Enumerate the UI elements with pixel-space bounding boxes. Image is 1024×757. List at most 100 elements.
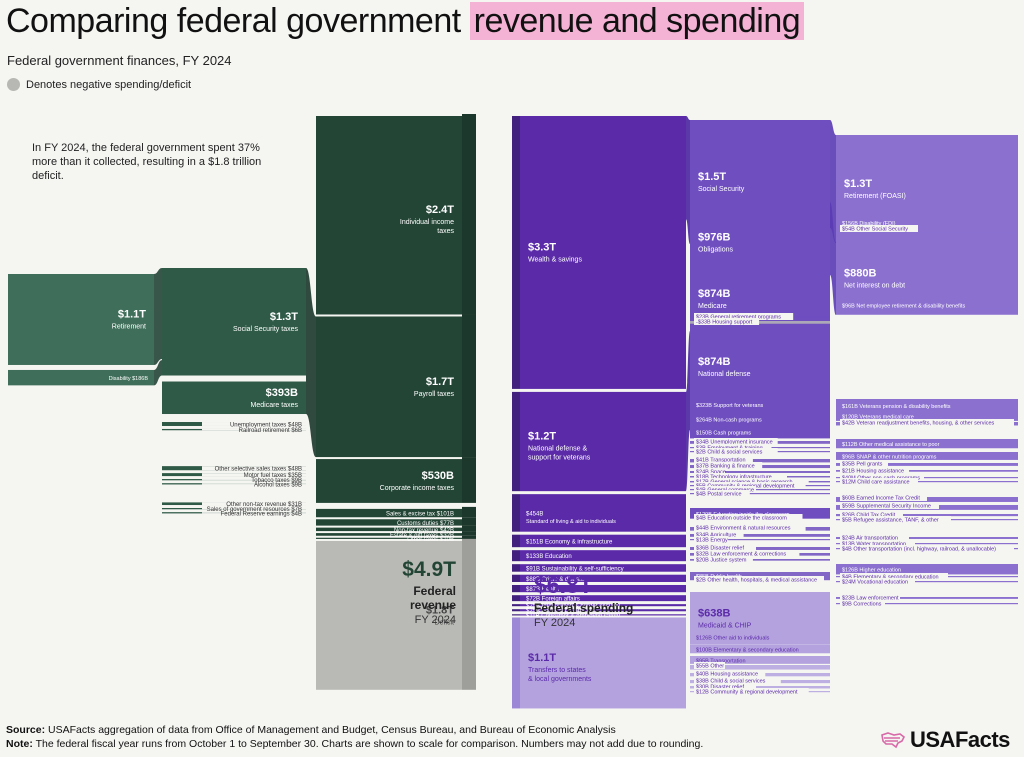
label-background: [840, 460, 888, 467]
node-label: & local governments: [528, 676, 592, 683]
node-label: $5B Refugee assistance, TANF, & other: [842, 518, 939, 524]
spending-bar: [520, 604, 686, 607]
spending-bar: [520, 494, 686, 532]
spending-bar: [520, 564, 686, 572]
node-label: Medicare: [698, 303, 727, 310]
node-label: $21B Housing assistance: [842, 469, 904, 475]
label-background: [840, 419, 1014, 426]
spending-bar-side: [512, 614, 520, 616]
label-background: [840, 573, 948, 580]
revenue-bar: [316, 519, 462, 526]
label-background: [694, 490, 750, 497]
revenue-bar: [316, 537, 462, 539]
node-label: $87B Health: [526, 587, 559, 593]
label-background: [694, 313, 794, 320]
title-text: Comparing federal government: [6, 2, 470, 40]
node-value-label: $1.7T: [426, 376, 454, 388]
revenue-bar-gap: [162, 483, 306, 485]
spending-bar-side: [512, 534, 520, 548]
spending-bar-side: [512, 116, 520, 389]
revenue-bar-gap: [162, 466, 306, 471]
node-value-label: $874B: [698, 288, 730, 300]
spending-bar: [690, 656, 830, 664]
node-label: $11B Consumer & employee safety: [526, 613, 620, 619]
spending-bar: [836, 411, 1018, 421]
node-value-label: $393B: [266, 387, 298, 399]
node-label: $264B Non-cash programs: [696, 417, 762, 423]
revenue-bar-side: [462, 525, 476, 532]
spending-bar: [690, 686, 830, 689]
spending-bar: [520, 116, 686, 389]
node-label: $151B Economy & infrastructure: [526, 539, 613, 545]
node-label: Social Security: [698, 186, 745, 193]
label-background: [840, 478, 918, 485]
label-background: [694, 524, 806, 531]
revenue-bar: [162, 381, 306, 415]
node-label: $126B Other aid to individuals: [696, 636, 770, 642]
revenue-bar-stub: [162, 483, 202, 485]
revenue-bar-stub: [162, 479, 202, 481]
revenue-bar-stub: [162, 428, 202, 431]
revenue-bar-gap: [162, 428, 306, 431]
spending-bar: [690, 559, 830, 561]
node-value-label: $1.5T: [698, 171, 726, 183]
node-label: Medicaid & CHIP: [698, 622, 752, 629]
label-background: [694, 478, 809, 485]
label-background: [840, 600, 885, 607]
source-text: USAFacts aggregation of data from Office…: [48, 724, 616, 736]
spending-bar: [836, 463, 1018, 466]
label-background: [694, 670, 766, 677]
spending-bar: [690, 539, 830, 541]
spending-bar: [690, 408, 830, 430]
node-label: $34B Unemployment insurance: [696, 440, 773, 446]
node-label: support for veterans: [528, 455, 591, 462]
revenue-flow: [154, 360, 162, 386]
spending-bar: [836, 481, 1018, 483]
node-label: Individual income: [400, 219, 454, 226]
revenue-bar-stub: [162, 466, 202, 471]
revenue-bar: [316, 527, 462, 532]
node-label: $133B Education: [526, 554, 572, 560]
revenue-bar-gap: [162, 479, 306, 481]
footer: Source: USAFacts aggregation of data fro…: [6, 723, 703, 751]
node-label: $24B Air transportation: [842, 536, 898, 542]
revenue-bar-side: [462, 457, 476, 503]
spending-bar: [520, 595, 686, 602]
node-label: $42B Veteran readjustment benefits, hous…: [842, 421, 995, 427]
node-label: $38B Child & social services: [696, 679, 766, 685]
node-value-label: $1.3T: [270, 311, 298, 323]
node-value-label: $3.3T: [528, 241, 556, 253]
node-label: $120B Veterans medical care: [842, 414, 914, 420]
node-label: Alcohol taxes $9B: [254, 482, 302, 488]
label-background: [694, 486, 756, 493]
spending-bar: [836, 603, 1018, 605]
spending-bar: [520, 609, 686, 612]
node-value-label: $976B: [698, 231, 730, 243]
node-label: Obligations: [698, 246, 734, 253]
label-background: [840, 511, 903, 518]
node-label: $32B Law enforcement & corrections: [696, 552, 786, 558]
node-label: -$33B Housing support: [696, 320, 753, 326]
node-value-label: $1.1T: [118, 308, 146, 320]
revenue-flow: [306, 268, 316, 458]
revenue-bar-gap: [162, 502, 306, 506]
revenue-bar: [316, 540, 462, 690]
spending-bar: [690, 493, 830, 495]
label-background: [694, 536, 729, 543]
label-background: [694, 482, 806, 489]
spending-bar: [520, 617, 686, 709]
node-label: $4B Postal service: [696, 492, 742, 498]
node-value-label: $880B: [844, 267, 876, 279]
spending-bar: [690, 508, 830, 519]
revenue-bar-side: [462, 314, 476, 458]
revenue-flow: [154, 268, 162, 365]
revenue-bar-side: [462, 535, 476, 539]
label-background: [694, 576, 824, 583]
spending-bar: [520, 614, 686, 616]
node-label: taxes: [437, 228, 454, 235]
node-label: $72B Foreign affairs: [526, 597, 580, 603]
revenue-total: $4.9T Federal revenue FY 2024: [370, 558, 456, 626]
node-label: $35B Pell grants: [842, 462, 883, 468]
node-label: Unemployment taxes $48B: [230, 422, 302, 428]
revenue-bar: [8, 369, 154, 386]
